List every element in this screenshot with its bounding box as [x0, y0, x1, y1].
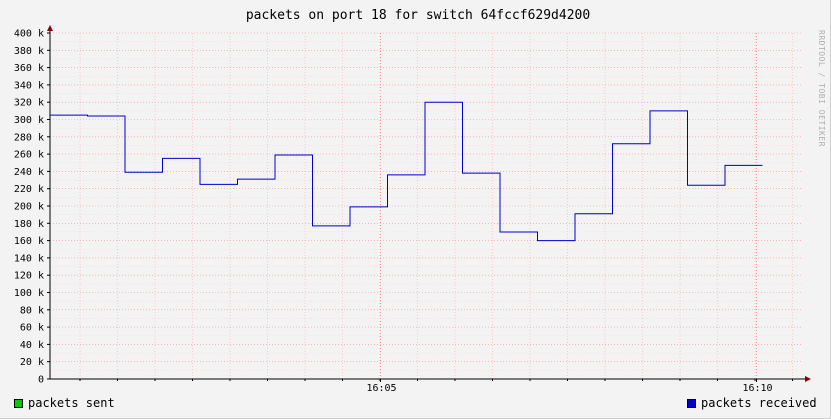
chart-title: packets on port 18 for switch 64fccf629d…	[246, 8, 590, 23]
axes	[47, 25, 811, 382]
y-tick-label: 40 k	[20, 340, 44, 351]
y-tick-label: 240 k	[14, 167, 44, 178]
legend-label-sent: packets sent	[28, 396, 115, 410]
x-tick-label: 16:10	[742, 383, 772, 394]
y-tick-label: 340 k	[14, 80, 44, 91]
series-line-packets-received	[50, 101, 763, 242]
y-axis-arrow	[47, 25, 53, 31]
y-tick-label: 320 k	[14, 98, 44, 109]
y-tick-label: 80 k	[20, 305, 44, 316]
series-group	[50, 101, 763, 242]
y-tick-label: 380 k	[14, 46, 44, 57]
x-axis-ticks: 16:05 16:10	[79, 379, 793, 394]
y-axis-ticks: 0 20 k 40 k 60 k 80 k 100 k 120 k 140 k 160 k 180…	[14, 29, 50, 386]
y-tick-label: 300 k	[14, 115, 44, 126]
y-tick-label: 260 k	[14, 150, 44, 161]
y-tick-label: 100 k	[14, 288, 44, 299]
x-tick-label: 16:05	[366, 383, 396, 394]
y-tick-label: 200 k	[14, 202, 44, 213]
y-tick-label: 0	[38, 375, 44, 386]
legend-packets-sent: packets sent	[14, 396, 115, 410]
legend-packets-received: packets received	[687, 396, 817, 410]
y-tick-label: 20 k	[20, 357, 44, 368]
y-tick-label: 60 k	[20, 323, 44, 334]
grid	[50, 32, 803, 379]
x-axis-arrow	[805, 376, 811, 382]
y-tick-label: 400 k	[14, 29, 44, 40]
y-tick-label: 120 k	[14, 271, 44, 282]
y-tick-label: 160 k	[14, 236, 44, 247]
legend-swatch-received	[687, 398, 696, 408]
y-tick-label: 140 k	[14, 253, 44, 264]
y-tick-label: 360 k	[14, 63, 44, 74]
y-tick-label: 280 k	[14, 132, 44, 143]
legend-swatch-sent	[14, 398, 23, 408]
legend-label-received: packets received	[701, 396, 817, 410]
y-tick-label: 180 k	[14, 219, 44, 230]
y-tick-label: 220 k	[14, 184, 44, 195]
rrdtool-watermark: RRDTOOL / TOBI OETIKER	[817, 30, 826, 147]
